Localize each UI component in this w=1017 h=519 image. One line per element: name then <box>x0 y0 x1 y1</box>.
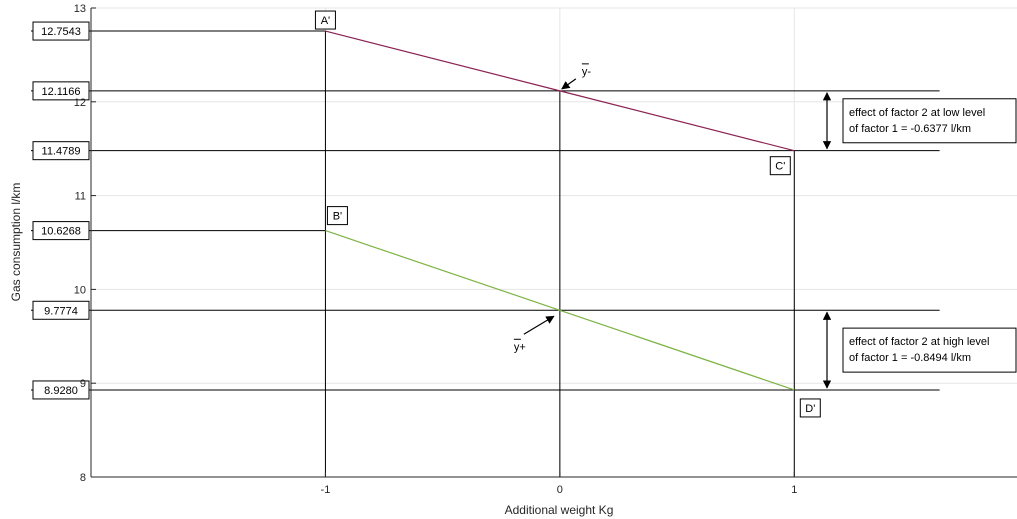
reference-value-box <box>32 21 90 41</box>
mean-arrow <box>523 315 555 335</box>
mean-label: y+ <box>514 341 526 353</box>
x-tick-label: 0 <box>557 484 563 496</box>
series-1-line <box>325 30 795 152</box>
mean-arrow <box>561 78 577 90</box>
x-tick-label: 1 <box>791 484 797 496</box>
x-axis-label: Additional weight Kg <box>505 503 614 517</box>
y-axis-label: Gas consumption l/km <box>9 183 23 302</box>
grid <box>91 7 1017 478</box>
y-tick-label: 8 <box>80 472 86 484</box>
reference-value-label: 12.1166 <box>42 86 81 98</box>
point-label-box <box>326 206 348 226</box>
reference-value-box <box>32 300 90 320</box>
x-tick-label: -1 <box>321 484 331 496</box>
reference-value-box <box>32 221 90 241</box>
point-label-box <box>799 398 821 418</box>
point-label-box <box>314 10 336 30</box>
reference-value-label: 8.9280 <box>44 385 78 397</box>
series-2-line <box>325 230 795 391</box>
mean-label: y- <box>582 66 592 78</box>
effect-box <box>842 98 1017 144</box>
point-label: A' <box>321 15 330 27</box>
effect-text: of factor 1 = -0.6377 l/km <box>849 123 971 135</box>
point-label: D' <box>805 403 815 415</box>
y-tick-label: 12 <box>74 97 86 109</box>
y-tick-label: 13 <box>74 3 86 15</box>
reference-value-box <box>32 380 90 400</box>
series-layer <box>325 30 795 391</box>
y-tick-label: 9 <box>80 378 86 390</box>
reference-value-box <box>32 141 90 161</box>
y-tick-label: 11 <box>75 191 86 203</box>
reference-value-label: 10.6268 <box>41 226 81 238</box>
point-label: B' <box>333 211 342 223</box>
effect-text: effect of factor 2 at high level <box>849 336 989 348</box>
reference-lines: 12.7543 12.1166 11.4789 10.6268 9.7774 8.9280 <box>31 21 940 477</box>
y-tick-label: 10 <box>74 284 86 296</box>
effect-box <box>842 327 1017 373</box>
point-label-box <box>769 156 791 176</box>
reference-value-label: 12.7543 <box>41 26 81 38</box>
axes: 8 9 10 11 12 13 -1 0 1 <box>74 3 1017 496</box>
point-label: C' <box>775 161 785 173</box>
reference-value-label: 11.4789 <box>42 146 81 158</box>
effect-text: effect of factor 2 at low level <box>849 107 985 119</box>
annotations: A' B' C' D' y-y+ effect of factor 2 at low le… <box>314 10 1017 418</box>
reference-value-box <box>32 81 90 101</box>
effect-text: of factor 1 = -0.8494 l/km <box>849 352 971 364</box>
reference-value-label: 9.7774 <box>44 305 78 317</box>
